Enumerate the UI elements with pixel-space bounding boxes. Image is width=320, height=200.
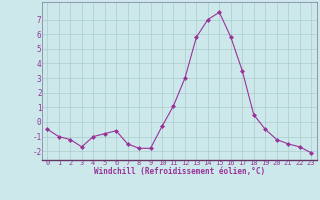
X-axis label: Windchill (Refroidissement éolien,°C): Windchill (Refroidissement éolien,°C) xyxy=(94,167,265,176)
